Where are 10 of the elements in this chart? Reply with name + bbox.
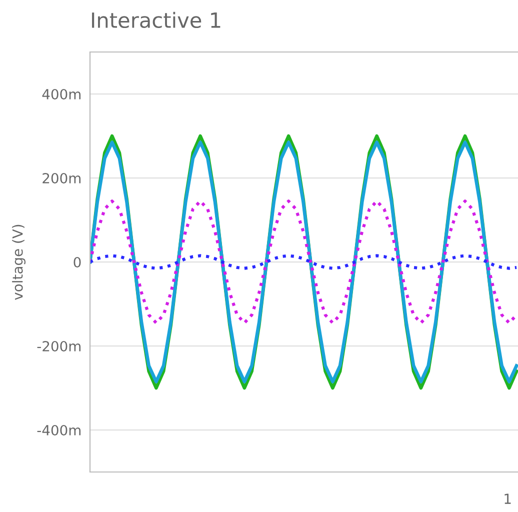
y-tick-label: 0 xyxy=(74,256,81,268)
line-series xyxy=(90,254,518,270)
y-tick-label: 400m xyxy=(42,88,80,100)
y-tick-label: -200m xyxy=(37,340,80,352)
text: 1 xyxy=(504,494,511,504)
line-series xyxy=(90,200,518,324)
chart-title: Interactive 1 xyxy=(92,12,220,28)
y-tick-label: -400m xyxy=(37,424,80,436)
y-tick-label: 200m xyxy=(42,172,80,184)
y-axis-title: voltage (V) xyxy=(12,224,26,300)
